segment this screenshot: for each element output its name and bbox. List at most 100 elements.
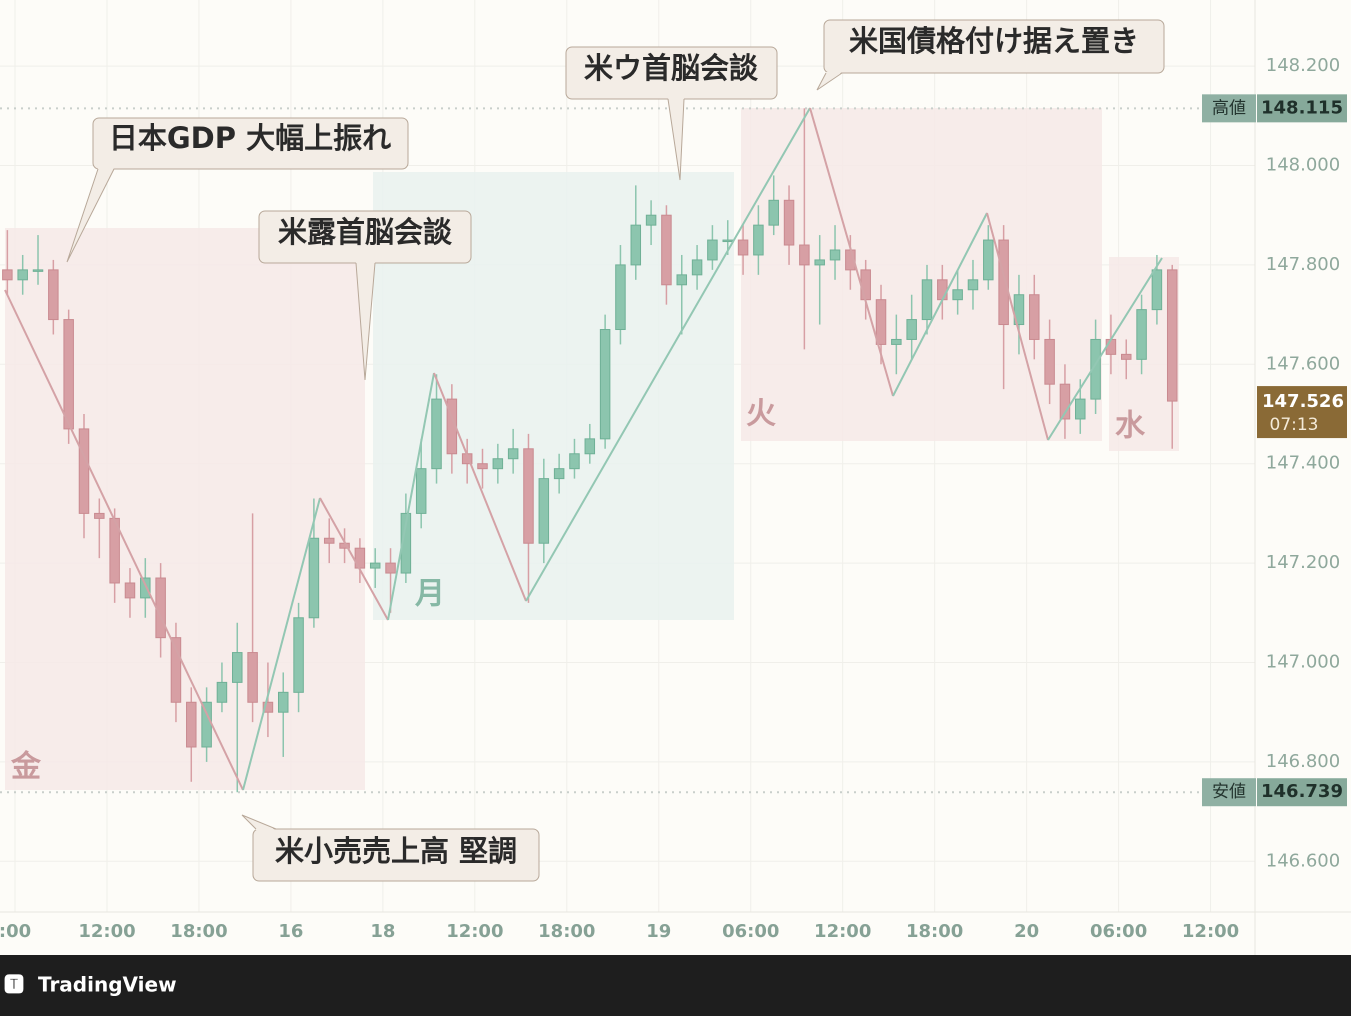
callout-box <box>92 117 409 170</box>
level-value: 148.115 <box>1261 97 1343 118</box>
candle-body <box>385 562 396 574</box>
candle-body <box>17 269 28 281</box>
session-labels: 金 月 火 水 <box>10 397 1146 785</box>
callout-box <box>252 828 540 882</box>
countdown: 07:13 <box>1270 415 1319 435</box>
candle-body <box>293 617 304 693</box>
candle-body <box>507 448 519 460</box>
candle-body <box>1090 338 1101 400</box>
callout-text: 米露首脳会談 <box>278 215 453 249</box>
x-tick-label: 06:00 <box>1090 921 1147 942</box>
zigzag-up <box>525 107 811 602</box>
callout-tail-edge <box>667 98 685 181</box>
session-label: 水 <box>1115 409 1146 444</box>
candle-body <box>1075 398 1086 420</box>
candle-body <box>277 691 289 713</box>
candle-body <box>569 453 580 470</box>
candle-body <box>94 512 105 519</box>
zigzag-up <box>387 372 435 621</box>
zigzag-down <box>433 372 527 602</box>
last-price-badge: 147.526 07:13 <box>1257 386 1347 439</box>
candle-body <box>1044 338 1055 385</box>
callouts: 日本GDP 大幅上振れ 米露首脳会談 米ウ首脳会談 米国債格付け据え置き 米小売… <box>66 19 1165 882</box>
candle-body <box>1151 269 1163 311</box>
x-tick-label: 18:00 <box>170 921 227 942</box>
candle-body <box>124 582 136 599</box>
callout-tail-edge <box>355 262 376 381</box>
y-tick-label: 147.000 <box>1266 652 1340 673</box>
y-tick-label: 147.200 <box>1266 552 1340 573</box>
candle-body <box>538 478 550 544</box>
candle-body <box>814 259 825 266</box>
callout-text: 日本GDP 大幅上振れ <box>109 121 391 155</box>
candle-body <box>1059 383 1071 420</box>
level-value-box <box>1257 94 1347 123</box>
candle-body <box>691 259 703 276</box>
candle-body <box>875 299 887 345</box>
y-tick-label: 148.000 <box>1266 155 1340 176</box>
candle-body <box>78 428 90 514</box>
callout-text: 米小売売上高 堅調 <box>275 834 517 868</box>
x-tick-label: 12:00 <box>1182 921 1239 942</box>
y-tick-label: 147.400 <box>1266 453 1340 474</box>
level-label: 安値 <box>1212 782 1246 802</box>
candle-body <box>599 329 611 440</box>
session-box <box>5 228 365 790</box>
candle-body <box>737 239 749 256</box>
callout-tail-edge <box>241 814 277 830</box>
x-tick-label: 18 <box>370 921 395 942</box>
zigzag-down <box>809 107 894 397</box>
callout-box <box>823 19 1165 74</box>
callout-tail-edge <box>66 168 115 263</box>
y-tick-label: 148.200 <box>1266 55 1340 76</box>
level-label-box <box>1202 94 1256 123</box>
candle-body <box>615 264 626 331</box>
candle-body <box>216 681 228 703</box>
candle-body <box>1105 338 1117 355</box>
candle-body <box>201 701 212 748</box>
candle-body <box>477 463 488 470</box>
footer-bar <box>0 955 1351 1016</box>
callout-text: 米ウ首脳会談 <box>584 51 759 85</box>
brand[interactable]: TradingView <box>38 973 177 997</box>
candle-body <box>232 652 243 683</box>
zigzag <box>4 107 1163 791</box>
callout-tail <box>356 262 375 380</box>
candle-body <box>906 319 917 340</box>
candle-body <box>645 214 657 226</box>
x-tick-label: 16 <box>278 921 303 942</box>
level-value-box <box>1257 778 1347 807</box>
candle-body <box>630 224 642 266</box>
y-tick-label: 146.600 <box>1266 850 1340 871</box>
candle-body <box>369 562 381 569</box>
callout: 米国債格付け据え置き <box>816 19 1165 91</box>
candle-body <box>2 269 13 281</box>
zigzag-down <box>4 289 244 791</box>
candle-body <box>983 239 994 281</box>
candle-body <box>48 269 59 321</box>
candle-body <box>262 701 274 713</box>
zigzag-up <box>242 497 321 791</box>
logo-mark: 🆃 <box>4 973 24 997</box>
candle-body <box>661 214 672 286</box>
candle-body <box>768 199 779 226</box>
candle-body <box>1120 353 1132 360</box>
candle-body <box>952 289 963 301</box>
x-tick-label: 06:00 <box>722 921 779 942</box>
candle-body <box>400 512 412 574</box>
candle-body <box>308 537 320 619</box>
candle-body <box>799 244 810 266</box>
candle-body <box>860 269 871 301</box>
candle-body <box>722 239 733 243</box>
session-box <box>741 108 1102 441</box>
candle-body <box>323 537 335 544</box>
callout: 米ウ首脳会談 <box>565 46 778 181</box>
x-tick-label: 20 <box>1014 921 1039 942</box>
zigzag-down <box>986 212 1049 441</box>
y-tick-label: 147.600 <box>1266 353 1340 374</box>
x-tick-label: 18:00 <box>538 921 595 942</box>
x-tick-label: 12:00 <box>78 921 135 942</box>
zigzag-up <box>1047 257 1163 441</box>
candle-body <box>1013 294 1025 326</box>
y-tick-label: 146.800 <box>1266 751 1340 772</box>
